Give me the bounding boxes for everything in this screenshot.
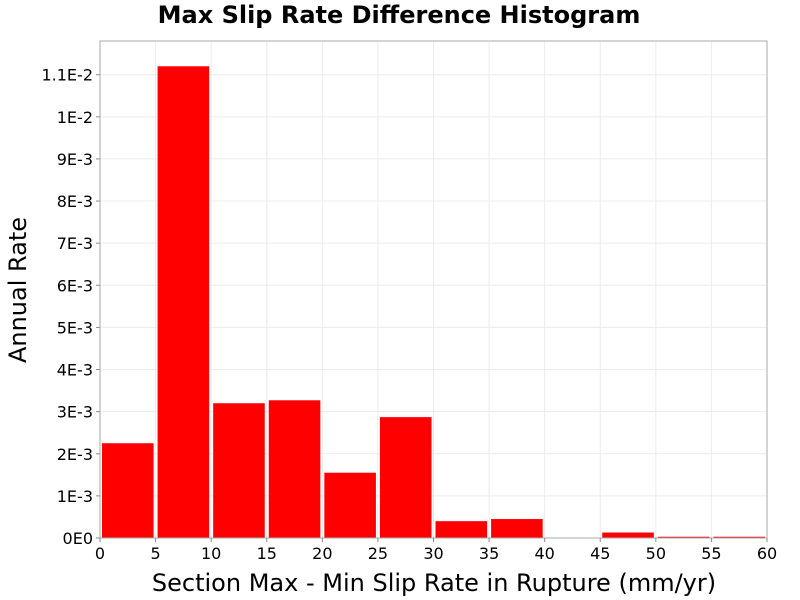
y-tick-label: 0E0	[63, 529, 93, 548]
y-tick-label: 2E-3	[57, 445, 93, 464]
x-axis-ticks: 0 5 10 15 20 25 30 35 40 45 50 55 60	[95, 538, 777, 563]
x-tick-label: 55	[701, 544, 721, 563]
x-tick-label: 60	[757, 544, 777, 563]
x-tick-label: 10	[201, 544, 221, 563]
x-tick-label: 30	[423, 544, 443, 563]
x-tick-label: 45	[590, 544, 610, 563]
x-tick-label: 0	[95, 544, 105, 563]
y-tick-label: 6E-3	[57, 276, 93, 295]
histogram-bar	[657, 536, 710, 538]
y-tick-label: 1.1E-2	[41, 66, 93, 85]
histogram-bar	[102, 443, 154, 538]
y-tick-label: 4E-3	[57, 361, 93, 380]
y-tick-label: 3E-3	[57, 403, 93, 422]
y-tick-label: 1E-3	[57, 487, 93, 506]
histogram-bar	[268, 400, 321, 538]
y-tick-label: 7E-3	[57, 234, 93, 253]
histogram-bar	[602, 532, 654, 538]
x-tick-label: 50	[646, 544, 666, 563]
x-axis-label: Section Max - Min Slip Rate in Rupture (…	[152, 569, 716, 597]
chart-title: Max Slip Rate Difference Histogram	[158, 1, 641, 29]
histogram-bar	[713, 536, 765, 538]
y-tick-label: 5E-3	[57, 318, 93, 337]
bars	[102, 66, 765, 539]
y-tick-label: 9E-3	[57, 150, 93, 169]
histogram-bar	[324, 472, 376, 538]
x-tick-label: 15	[257, 544, 277, 563]
y-axis-ticks: 0E0 1E-3 2E-3 3E-3 4E-3 5E-3 6E-3 7E-3 8E-3 9E-3 1…	[41, 66, 100, 548]
histogram-bar	[435, 521, 488, 538]
histogram-bar	[491, 519, 543, 538]
x-tick-label: 20	[312, 544, 332, 563]
x-tick-label: 40	[534, 544, 554, 563]
y-tick-label: 8E-3	[57, 192, 93, 211]
y-axis-label: Annual Rate	[4, 217, 32, 363]
grid-lines	[99, 41, 768, 539]
x-tick-label: 25	[368, 544, 388, 563]
histogram-bar	[157, 66, 210, 539]
x-tick-label: 35	[479, 544, 499, 563]
y-tick-label: 1E-2	[57, 108, 93, 127]
x-tick-label: 5	[150, 544, 160, 563]
histogram-bar	[379, 417, 432, 538]
histogram-bar	[213, 403, 265, 538]
